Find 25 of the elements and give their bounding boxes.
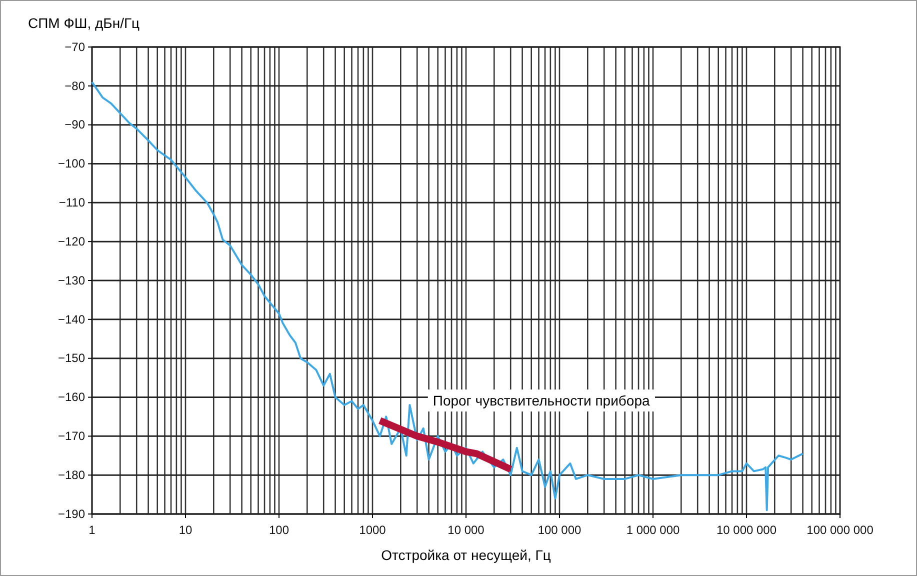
y-axis-title: СПМ ФШ, дБн/Гц xyxy=(28,15,140,31)
y-tick-label: −150 xyxy=(58,351,86,366)
x-tick-label: 100 000 xyxy=(538,523,582,538)
x-axis-title: Отстройка от несущей, Гц xyxy=(381,547,551,563)
y-tick-label: −170 xyxy=(58,429,86,444)
x-tick-label: 10 xyxy=(178,523,192,538)
x-tick-label: 10 000 000 xyxy=(716,523,777,538)
y-tick-label: −100 xyxy=(58,156,86,171)
y-tick-label: −190 xyxy=(58,506,86,521)
y-tick-label: −70 xyxy=(64,40,86,54)
x-tick-label: 100 xyxy=(268,523,290,538)
x-tick-label: 1000 xyxy=(359,523,386,538)
y-tick-label: −160 xyxy=(58,390,86,404)
y-tick-label: −80 xyxy=(64,78,86,93)
y-tick-label: −140 xyxy=(58,312,86,326)
x-tick-label: 100 000 000 xyxy=(806,523,874,538)
y-tick-label: −120 xyxy=(58,234,86,248)
y-tick-label: −130 xyxy=(58,273,86,288)
y-tick-label: −110 xyxy=(58,196,86,210)
x-tick-label: 10 000 xyxy=(448,523,485,538)
y-tick-label: −90 xyxy=(64,118,86,132)
text: Порог чувствительности прибора xyxy=(432,392,650,408)
y-tick-label: −180 xyxy=(58,468,86,482)
x-tick-label: 1 xyxy=(88,523,96,538)
x-tick-label: 1 000 000 xyxy=(626,523,680,538)
